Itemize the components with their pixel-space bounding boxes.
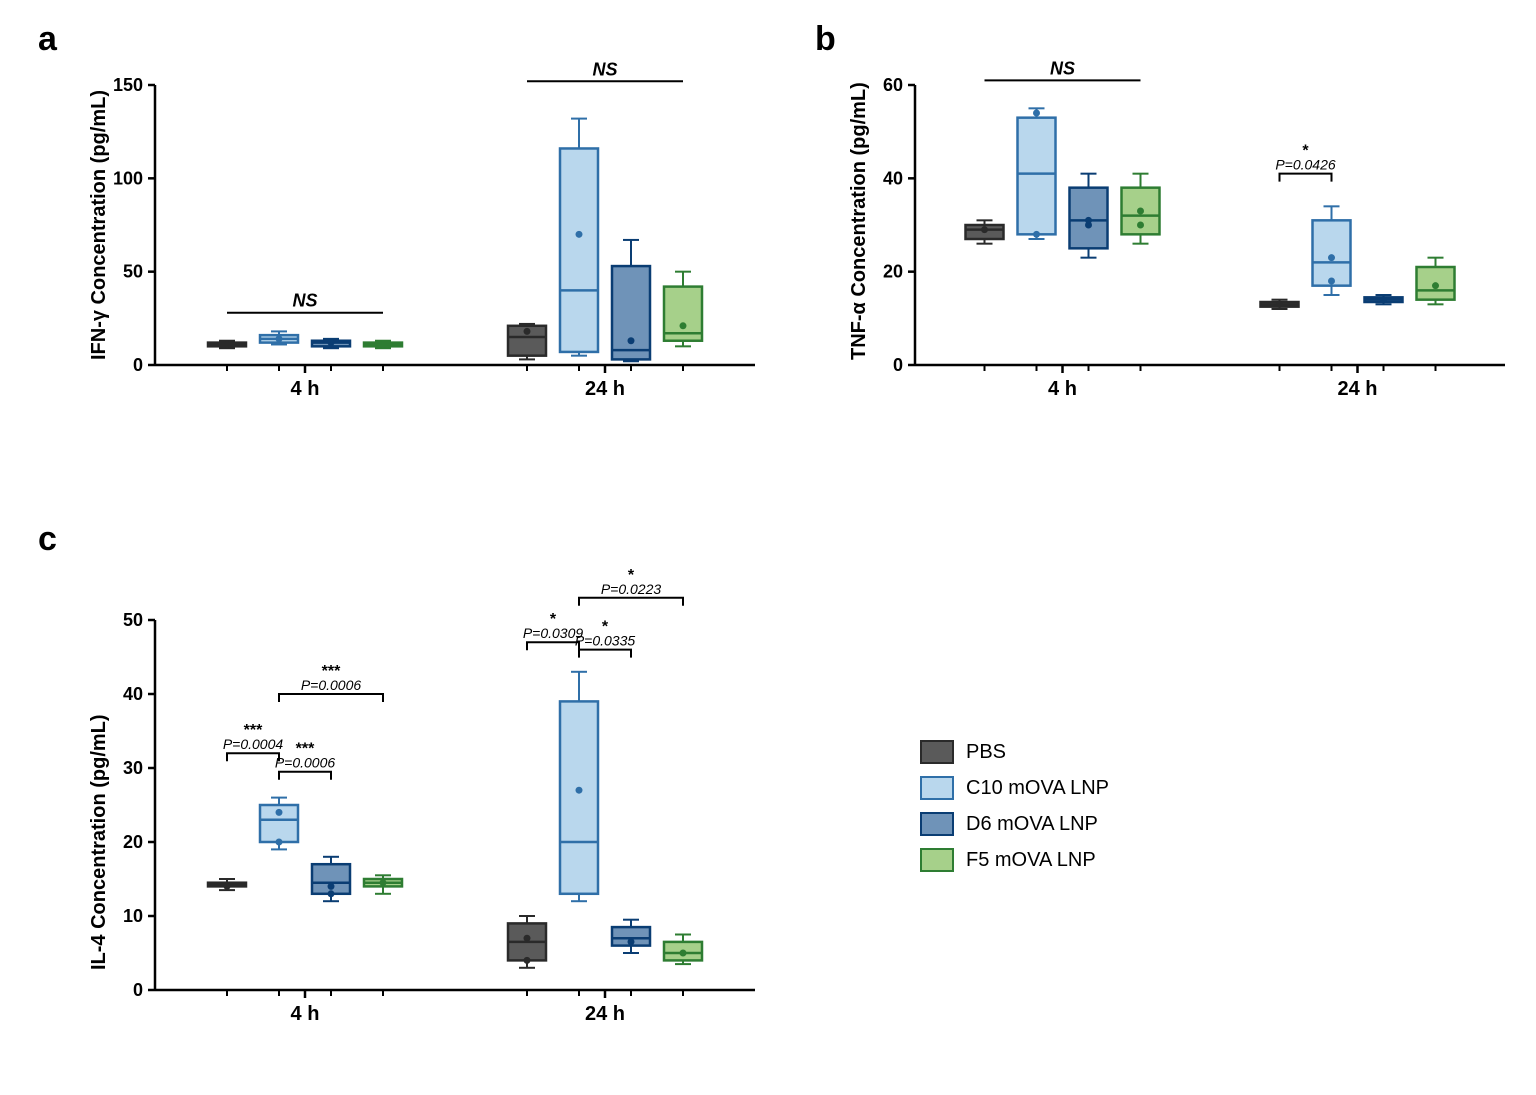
svg-text:4 h: 4 h bbox=[291, 378, 320, 400]
panel-c: 010203040504 h***P=0.0004***P=0.0006***P… bbox=[80, 530, 770, 1050]
svg-text:20: 20 bbox=[883, 262, 903, 282]
svg-text:P=0.0426: P=0.0426 bbox=[1275, 157, 1336, 173]
svg-text:24 h: 24 h bbox=[1337, 378, 1377, 400]
legend-text-c10: C10 mOVA LNP bbox=[966, 777, 1109, 800]
svg-text:40: 40 bbox=[883, 168, 903, 188]
panel-b-label: b bbox=[815, 20, 836, 59]
svg-text:0: 0 bbox=[133, 355, 143, 375]
svg-text:NS: NS bbox=[1050, 58, 1075, 78]
svg-text:24 h: 24 h bbox=[585, 1003, 625, 1025]
chart-b-svg: 02040604 hNS24 h*P=0.0426 bbox=[840, 40, 1520, 410]
svg-text:10: 10 bbox=[123, 906, 143, 926]
panel-b-ylabel: TNF-α Concentration (pg/mL) bbox=[848, 82, 871, 360]
legend-swatch-pbs bbox=[920, 740, 954, 764]
chart-c-svg: 010203040504 h***P=0.0004***P=0.0006***P… bbox=[80, 530, 770, 1050]
svg-text:20: 20 bbox=[123, 832, 143, 852]
svg-text:4 h: 4 h bbox=[291, 1003, 320, 1025]
svg-text:P=0.0223: P=0.0223 bbox=[601, 581, 662, 597]
figure-root: a 0501001504 hNS24 hNS IFN-γ Concentrati… bbox=[20, 20, 1516, 1075]
svg-text:P=0.0004: P=0.0004 bbox=[223, 736, 284, 752]
panel-a-ylabel: IFN-γ Concentration (pg/mL) bbox=[88, 90, 111, 360]
svg-text:0: 0 bbox=[893, 355, 903, 375]
svg-text:4 h: 4 h bbox=[1048, 378, 1077, 400]
svg-text:30: 30 bbox=[123, 758, 143, 778]
svg-text:P=0.0335: P=0.0335 bbox=[575, 633, 636, 649]
svg-text:60: 60 bbox=[883, 75, 903, 95]
panel-b: 02040604 hNS24 h*P=0.0426 TNF-α Concentr… bbox=[840, 40, 1520, 410]
svg-text:40: 40 bbox=[123, 684, 143, 704]
legend-item-c10: C10 mOVA LNP bbox=[920, 776, 1109, 800]
chart-a-svg: 0 50 100 150 4 h NS 24 h NS bbox=[80, 40, 770, 410]
panel-a: 0 50 100 150 4 h NS 24 h NS IFN-γ Concentration… bbox=[80, 40, 770, 410]
legend-swatch-c10 bbox=[920, 776, 954, 800]
svg-text:150: 150 bbox=[113, 75, 143, 95]
panel-a-label: a bbox=[38, 20, 57, 59]
panel-c-label: c bbox=[38, 520, 57, 559]
legend-swatch-d6 bbox=[920, 812, 954, 836]
legend-text-pbs: PBS bbox=[966, 741, 1006, 764]
legend-text-f5: F5 mOVA LNP bbox=[966, 849, 1096, 872]
legend-swatch-f5 bbox=[920, 848, 954, 872]
svg-text:NS: NS bbox=[292, 291, 317, 311]
svg-text:50: 50 bbox=[123, 262, 143, 282]
svg-text:24 h: 24 h bbox=[585, 378, 625, 400]
svg-text:0: 0 bbox=[133, 980, 143, 1000]
panel-c-ylabel: IL-4 Concentration (pg/mL) bbox=[88, 714, 111, 970]
legend-item-d6: D6 mOVA LNP bbox=[920, 812, 1109, 836]
legend-text-d6: D6 mOVA LNP bbox=[966, 813, 1098, 836]
legend-item-pbs: PBS bbox=[920, 740, 1109, 764]
svg-text:50: 50 bbox=[123, 610, 143, 630]
svg-text:100: 100 bbox=[113, 168, 143, 188]
svg-text:P=0.0006: P=0.0006 bbox=[275, 755, 336, 771]
legend: PBS C10 mOVA LNP D6 mOVA LNP F5 mOVA LNP bbox=[920, 740, 1109, 884]
svg-text:NS: NS bbox=[592, 59, 617, 79]
svg-text:P=0.0006: P=0.0006 bbox=[301, 677, 362, 693]
legend-item-f5: F5 mOVA LNP bbox=[920, 848, 1109, 872]
